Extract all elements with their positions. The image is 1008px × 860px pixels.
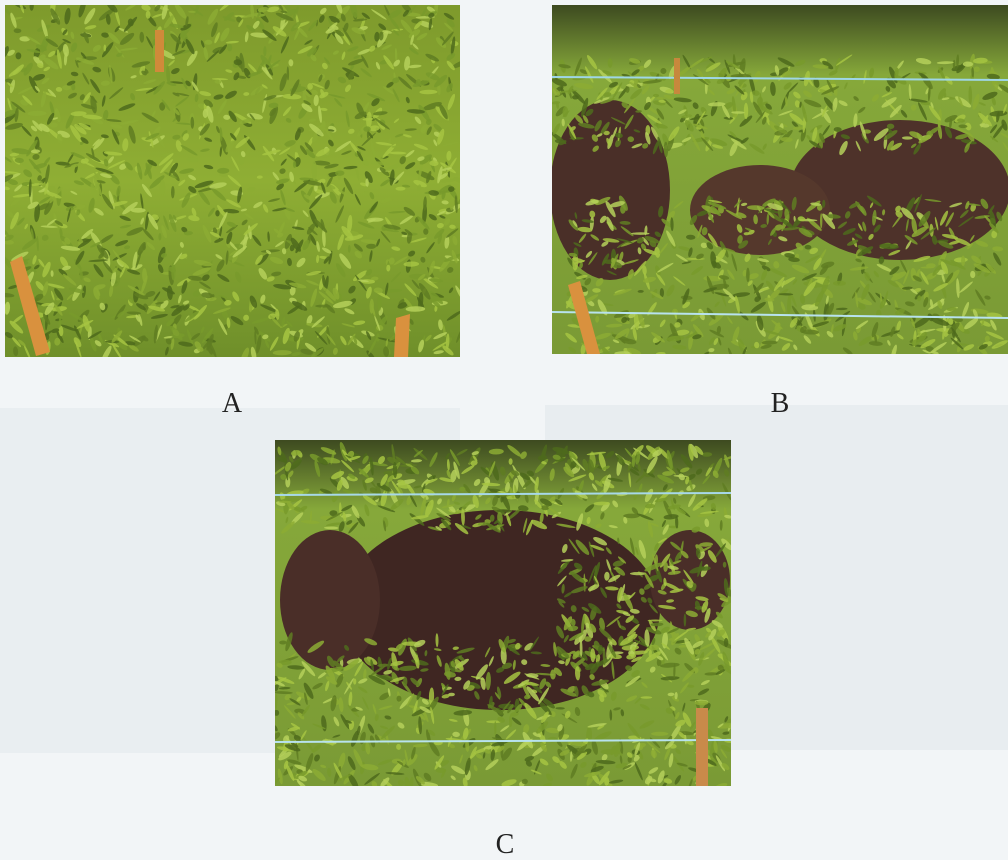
page: A B C (() => { const data = JSON.parse(d… [0,0,1008,860]
leaf [630,572,646,575]
leaf [377,295,381,311]
leaf [744,103,748,119]
stake [674,58,680,94]
leaf [205,40,213,45]
leaf [746,268,750,282]
figure-label: A [222,388,243,419]
photo-a [0,0,469,366]
leaf [651,732,668,736]
leaf [353,678,356,684]
soil-patch [280,530,380,670]
figure-label: B [771,388,790,419]
leaf [131,208,146,213]
leaf [640,696,652,698]
leaf [16,52,22,59]
stake [696,708,708,786]
leaf [653,94,659,97]
figure-label: C [496,829,515,860]
stake [155,30,164,72]
leaf [833,281,846,286]
photo-b [549,5,1008,361]
document-page: A B C [0,0,1008,860]
leaf [397,696,402,702]
leaf [686,258,705,260]
leaf [961,256,965,267]
leaf [724,638,728,647]
stake [394,314,410,357]
leaf [684,614,687,627]
leaf [820,213,822,228]
leaf [403,677,407,686]
leaf [494,721,496,735]
